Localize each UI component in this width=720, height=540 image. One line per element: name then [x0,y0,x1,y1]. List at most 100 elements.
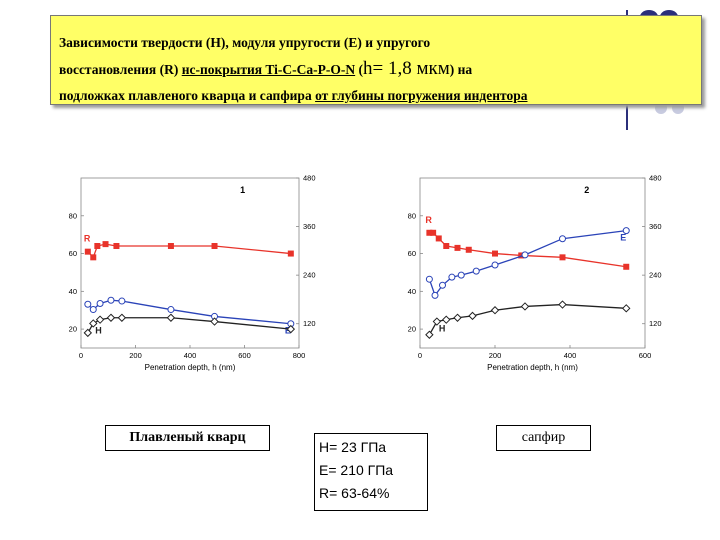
label-fused-quartz: Плавленый кварц [105,425,270,451]
x-axis-label: Penetration depth, h (nm) [487,363,578,372]
slide-title: Зависимости твердости (H), модуля упруго… [50,15,702,105]
data-point-R [559,254,566,261]
right-tick-label: 360 [303,222,316,231]
title-line-3-start: подложках плавленого кварца и сапфира [59,88,316,103]
data-point-H [558,300,567,309]
right-tick-label: 480 [649,174,662,183]
data-point-E [167,306,175,314]
data-point-E [559,235,566,243]
left-tick-label: 60 [69,249,77,258]
label-fused-quartz-text: Плавленый кварц [129,430,246,445]
deco-dot [655,102,667,114]
left-tick-label: 60 [408,249,416,258]
data-point-R [492,250,498,257]
data-point-E [491,261,499,269]
data-point-H [453,313,462,322]
data-point-H [286,324,296,334]
data-point-E [118,297,126,305]
data-point-E [84,300,92,308]
data-point-E [439,281,446,289]
x-tick-label: 600 [238,351,251,360]
x-axis-label: Penetration depth, h (nm) [145,363,236,372]
title-line-3: подложках плавленого кварца и сапфира от… [59,83,693,109]
x-tick-label: 0 [79,351,83,360]
series-label-H: H [439,324,446,334]
x-tick-label: 200 [489,351,502,360]
title-line-2-start: восстановления (R) [59,62,182,77]
right-tick-label: 240 [649,271,662,280]
data-point-R [90,254,97,261]
panel-label: 1 [240,185,245,195]
data-point-E [431,291,439,299]
properties-box: H= 23 ГПа E= 210 ГПа R= 63-64% [314,433,428,511]
data-point-H [468,311,477,321]
data-point-E [521,251,529,259]
data-point-R [430,229,437,236]
data-point-R [167,243,174,249]
left-tick-label: 80 [69,211,77,220]
title-line-2-end: ) на [449,62,473,77]
data-point-H [117,313,127,322]
data-point-H [442,315,451,324]
data-point-H [89,319,98,328]
data-point-H [95,315,105,324]
left-tick-label: 20 [69,325,77,334]
data-point-H [490,306,500,315]
x-tick-label: 400 [184,351,197,360]
data-point-H [106,313,116,322]
data-point-E [472,267,480,275]
data-point-H [425,330,434,339]
title-coating-name: нс-покрытия Ti-C-Ca-P-O-N [181,62,356,77]
data-point-H [166,313,176,322]
data-point-H [83,328,93,338]
series-label-E: E [285,326,291,336]
data-point-R [426,229,433,236]
label-sapphire: сапфир [496,425,591,451]
right-tick-label: 240 [303,271,316,280]
panel-label: 2 [584,185,589,195]
title-line-1: Зависимости твердости (H), модуля упруго… [59,35,431,50]
left-tick-label: 80 [408,211,416,220]
series-label-R: R [425,215,432,225]
data-point-R [465,246,472,253]
left-tick-label: 40 [408,287,416,296]
x-tick-label: 0 [418,351,422,360]
x-tick-label: 800 [293,351,306,360]
data-point-R [518,252,525,259]
data-point-H [520,302,530,311]
data-point-E [107,296,115,304]
right-tick-label: 120 [303,319,316,328]
series-label-R: R [84,234,91,244]
data-point-R [102,241,109,248]
label-sapphire-text: сапфир [521,430,566,445]
data-point-E [622,227,630,235]
plot-frame [419,177,646,349]
left-tick-label: 20 [408,325,416,334]
data-point-R [435,235,442,242]
title-line-3-underlined: от глубины погружения индентора [315,88,528,103]
title-paren: ( [355,62,364,77]
data-point-E [457,271,465,279]
right-tick-label: 360 [649,222,662,231]
data-point-E [448,273,456,281]
x-tick-label: 200 [129,351,142,360]
data-point-R [113,243,120,249]
x-tick-label: 400 [564,351,577,360]
series-line-H [87,317,291,334]
prop-hardness: H= 23 ГПа [319,439,387,455]
data-point-E [96,299,104,307]
right-tick-label: 480 [303,174,316,183]
prop-modulus: E= 210 ГПа [319,462,394,478]
series-label-H: H [95,325,102,335]
series-line-E [428,229,627,297]
data-point-R [287,250,294,257]
data-point-R [623,263,630,270]
series-line-E [87,299,291,325]
data-point-H [432,317,442,326]
right-tick-label: 120 [649,319,662,328]
data-point-R [454,244,461,251]
title-line-2: восстановления (R) нс-покрытия Ti-C-Ca-P… [59,56,693,83]
data-point-R [84,248,91,255]
data-point-H [622,304,631,313]
series-label-E: E [620,233,626,243]
